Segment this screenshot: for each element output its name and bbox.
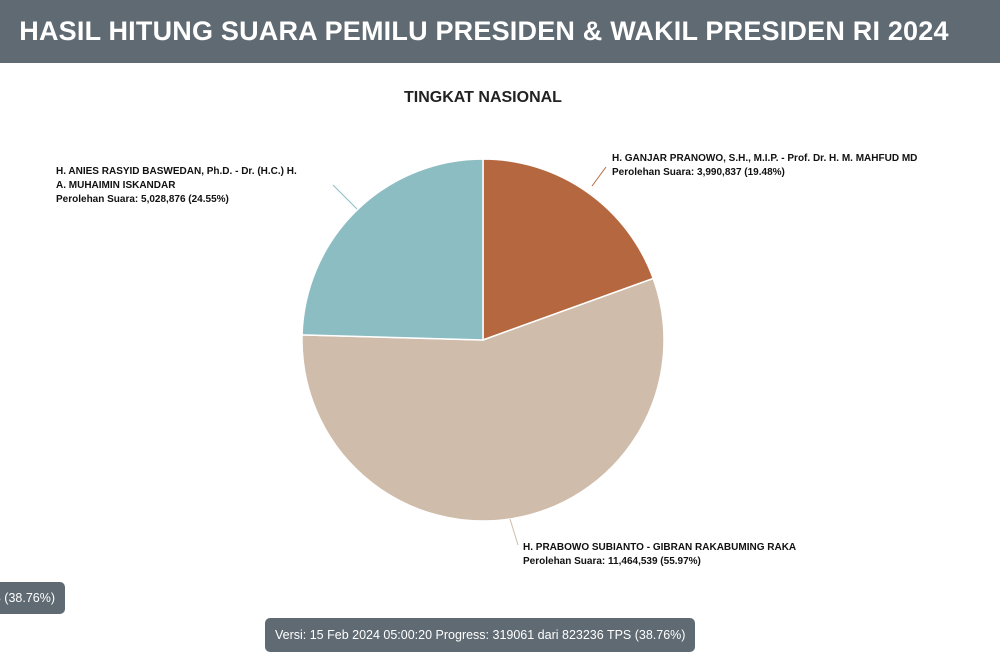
slice-label-2-line-1: H. PRABOWO SUBIANTO - GIBRAN RAKABUMING … bbox=[523, 542, 796, 553]
version-progress-badge: Versi: 15 Feb 2024 05:00:20 Progress: 31… bbox=[265, 618, 696, 652]
slice-connector-1 bbox=[591, 166, 607, 187]
slice-connector-3 bbox=[332, 184, 358, 210]
pie-chart: TINGKAT NASIONAL H. GANJAR PRANOWO, S.H.… bbox=[56, 89, 917, 567]
slice-label-3-line-2: A. MUHAIMIN ISKANDAR bbox=[56, 180, 176, 191]
progress-badge-partial: S (38.76%) bbox=[0, 582, 65, 614]
slice-votes-3: Perolehan Suara: 5,028,876 (24.55%) bbox=[56, 194, 229, 205]
slice-label-1-line-1: H. GANJAR PRANOWO, S.H., M.I.P. - Prof. … bbox=[612, 153, 917, 164]
slice-labels: H. GANJAR PRANOWO, S.H., M.I.P. - Prof. … bbox=[56, 153, 917, 567]
pie-slice-3[interactable] bbox=[301, 158, 484, 341]
slice-votes-1: Perolehan Suara: 3,990,837 (19.48%) bbox=[612, 167, 785, 178]
pie-slice-1[interactable] bbox=[482, 158, 655, 342]
pie-slice-2[interactable] bbox=[301, 277, 665, 522]
progress-badge-partial-text: S (38.76%) bbox=[0, 591, 55, 605]
pie-slices bbox=[301, 158, 665, 522]
slice-connector-2 bbox=[509, 518, 519, 546]
page-title: HASIL HITUNG SUARA PEMILU PRESIDEN & WAK… bbox=[19, 16, 949, 46]
chart-title: TINGKAT NASIONAL bbox=[404, 89, 562, 106]
header-bar: HASIL HITUNG SUARA PEMILU PRESIDEN & WAK… bbox=[0, 0, 1000, 63]
slice-label-3-line-1: H. ANIES RASYID BASWEDAN, Ph.D. - Dr. (H… bbox=[56, 166, 297, 177]
version-progress-text: Versi: 15 Feb 2024 05:00:20 Progress: 31… bbox=[275, 628, 686, 642]
slice-votes-2: Perolehan Suara: 11,464,539 (55.97%) bbox=[523, 556, 701, 567]
